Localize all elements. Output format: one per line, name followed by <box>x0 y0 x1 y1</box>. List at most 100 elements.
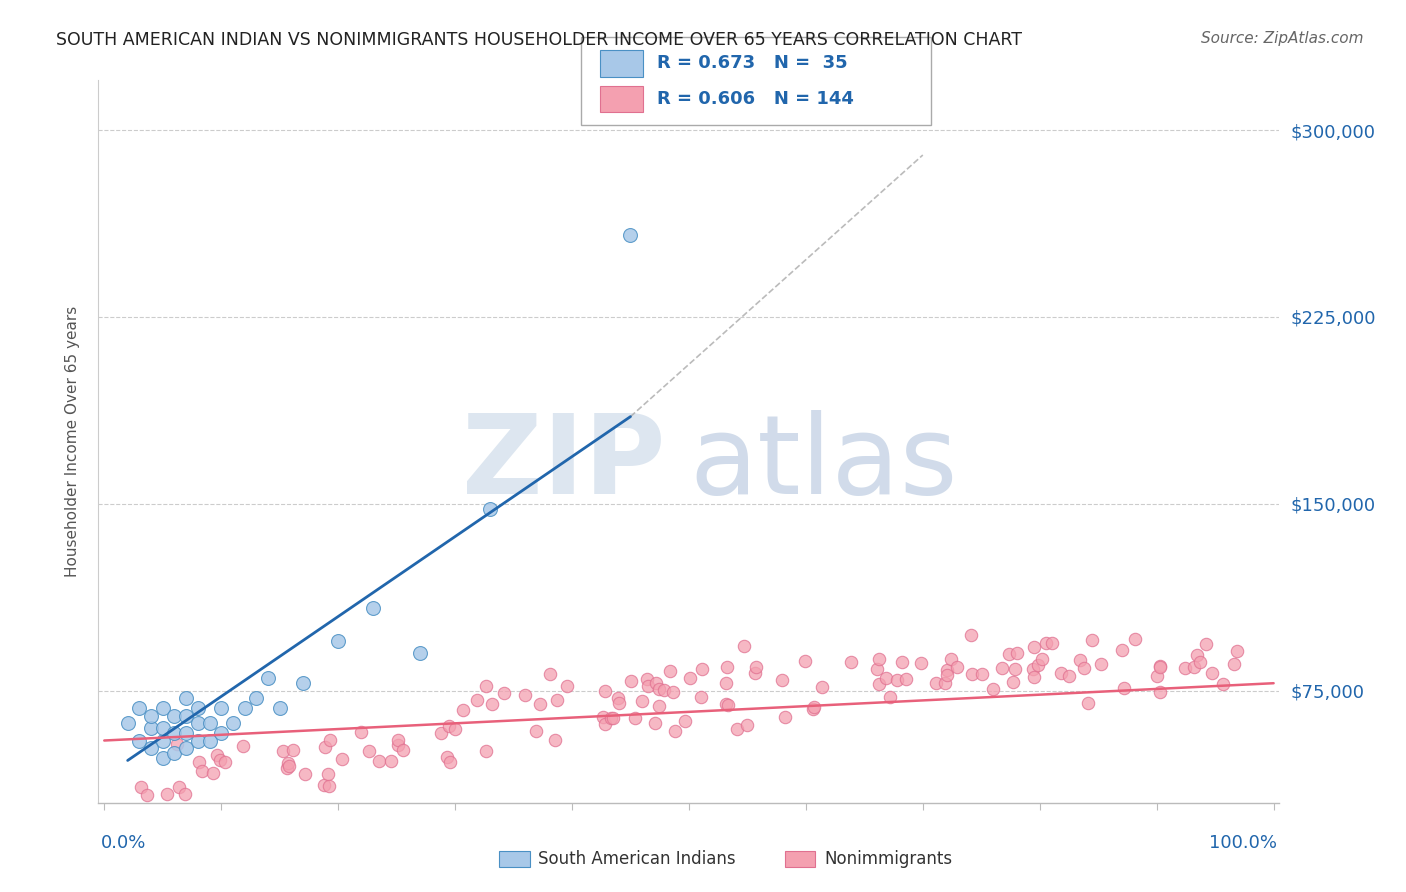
Point <box>156 788 179 802</box>
Point <box>1111 642 1133 657</box>
Text: South American Indians: South American Indians <box>538 850 737 868</box>
Point <box>716 660 738 674</box>
Point <box>841 655 863 669</box>
Text: R = 0.673   N =  35: R = 0.673 N = 35 <box>657 54 848 72</box>
Point <box>187 701 209 715</box>
Point <box>439 719 461 733</box>
Point <box>139 708 162 723</box>
Point <box>935 668 957 682</box>
Point <box>555 679 578 693</box>
Point <box>714 676 737 690</box>
Point <box>174 788 197 802</box>
Point <box>163 726 186 740</box>
Point <box>886 673 908 688</box>
Point <box>658 664 681 678</box>
Point <box>451 703 474 717</box>
Point <box>866 662 889 676</box>
Point <box>198 716 221 731</box>
Point <box>934 676 956 690</box>
Point <box>187 733 209 747</box>
Point <box>1223 657 1246 672</box>
Text: 100.0%: 100.0% <box>1209 834 1277 852</box>
Point <box>128 701 150 715</box>
Point <box>167 780 190 794</box>
Point <box>479 501 502 516</box>
Point <box>166 738 188 752</box>
Point <box>592 710 614 724</box>
Point <box>960 667 983 681</box>
Point <box>276 761 298 775</box>
Text: Source: ZipAtlas.com: Source: ZipAtlas.com <box>1201 31 1364 46</box>
Point <box>745 660 768 674</box>
Point <box>725 722 748 736</box>
Point <box>152 733 174 747</box>
Point <box>436 750 458 764</box>
Point <box>868 652 890 666</box>
Point <box>277 759 299 773</box>
Point <box>607 690 630 705</box>
Point <box>773 709 796 723</box>
Point <box>593 684 616 698</box>
Point <box>163 746 186 760</box>
Point <box>673 714 696 728</box>
Point <box>326 633 349 648</box>
Point <box>648 698 671 713</box>
Point <box>662 685 685 699</box>
Point <box>602 711 624 725</box>
Point <box>1026 657 1049 672</box>
Point <box>981 682 1004 697</box>
Point <box>624 711 647 725</box>
Point <box>970 666 993 681</box>
Point <box>367 754 389 768</box>
Point <box>1077 696 1099 710</box>
FancyBboxPatch shape <box>581 37 931 125</box>
Point <box>1001 675 1024 690</box>
Point <box>174 708 197 723</box>
Point <box>202 765 225 780</box>
Point <box>935 663 957 677</box>
Point <box>152 751 174 765</box>
Point <box>733 639 755 653</box>
Point <box>1007 646 1029 660</box>
Point <box>1112 681 1135 695</box>
Point <box>1189 656 1212 670</box>
Point <box>690 662 713 676</box>
Point <box>875 671 897 685</box>
Point <box>1226 644 1249 658</box>
Point <box>524 724 547 739</box>
Point <box>359 744 381 758</box>
Point <box>716 697 738 711</box>
Point <box>139 721 162 735</box>
Text: Nonimmigrants: Nonimmigrants <box>824 850 952 868</box>
Point <box>350 724 373 739</box>
Point <box>316 767 339 781</box>
Point <box>318 780 340 794</box>
Point <box>174 691 197 706</box>
Point <box>1035 636 1057 650</box>
Point <box>620 673 643 688</box>
Point <box>439 755 461 769</box>
Point <box>770 673 793 688</box>
Point <box>941 652 963 666</box>
Point <box>245 691 267 706</box>
Point <box>163 708 186 723</box>
Point <box>1069 653 1091 667</box>
Point <box>139 741 162 756</box>
Point <box>1059 669 1081 683</box>
Point <box>492 686 515 700</box>
Point <box>387 733 409 747</box>
Point <box>689 690 711 704</box>
Point <box>318 733 340 747</box>
Point <box>868 677 890 691</box>
Point <box>664 724 686 739</box>
Point <box>644 716 666 731</box>
Point <box>475 679 498 693</box>
Point <box>152 721 174 735</box>
Point <box>292 676 315 690</box>
Text: atlas: atlas <box>689 409 957 516</box>
Y-axis label: Householder Income Over 65 years: Householder Income Over 65 years <box>65 306 80 577</box>
Point <box>1185 648 1208 662</box>
Point <box>679 671 702 685</box>
Point <box>1195 637 1218 651</box>
Point <box>1125 632 1147 646</box>
